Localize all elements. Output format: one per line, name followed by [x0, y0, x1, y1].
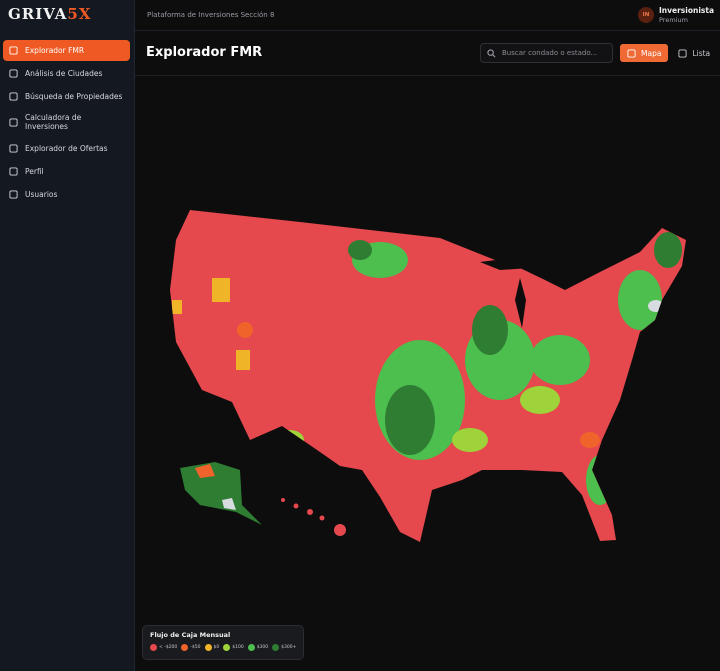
great-lakes: [480, 258, 530, 328]
icon: [9, 190, 18, 199]
legend-label: -$50: [190, 645, 201, 650]
legend-item: $300+: [272, 644, 296, 651]
legend-swatch: [204, 644, 212, 651]
us-map: [170, 210, 686, 542]
legend: Flujo de Caja Mensual < -$200 -$50 $0 $100 $…: [142, 625, 304, 660]
search-placeholder: Buscar condado o estado...: [502, 49, 598, 57]
icon: [9, 167, 18, 176]
nav-label: Usuarios: [25, 189, 58, 199]
topbar: Plataforma de Inversiones Sección 8 IN I…: [135, 0, 720, 31]
nav-item[interactable]: Calculadora de Inversiones: [3, 109, 130, 136]
nav-item[interactable]: Explorador de Ofertas: [3, 138, 130, 159]
icon: [9, 46, 18, 55]
search-icon: [487, 48, 496, 57]
user-name: Inversionista: [659, 6, 715, 15]
nav-item[interactable]: Perfil: [3, 161, 130, 182]
nav-label: Búsqueda de Propiedades: [25, 91, 123, 101]
page-header: Explorador FMR Buscar condado o estado..…: [135, 31, 720, 76]
icon: [9, 118, 18, 127]
legend-item: $100: [223, 644, 244, 651]
logo-accent: 5X: [67, 5, 92, 23]
legend-label: $300+: [281, 645, 297, 650]
legend-swatch: [150, 644, 157, 651]
nav-label: Análisis de Ciudades: [25, 68, 103, 78]
logo-text: GRIVA: [8, 5, 68, 23]
legend-label: $300: [256, 645, 269, 650]
view-toggle: Mapa Lista: [620, 44, 717, 62]
legend-items: < -$200 -$50 $0 $100 $300 $300+: [150, 644, 296, 651]
contiguous-us: [170, 210, 686, 542]
nav-item[interactable]: Explorador FMR: [3, 40, 130, 61]
nav-item[interactable]: Búsqueda de Propiedades: [3, 86, 130, 107]
icon: [9, 69, 18, 78]
icon: [627, 48, 636, 58]
page-title: Explorador FMR: [146, 45, 263, 60]
hawaii: [281, 498, 346, 536]
nav-label: Perfil: [25, 166, 44, 176]
icon: [9, 144, 18, 153]
legend-label: $100: [232, 645, 244, 650]
nav-label: Calculadora de Inversiones: [25, 113, 82, 132]
view-label: Lista: [692, 48, 711, 58]
legend-label: < -$200: [159, 645, 178, 650]
nav-label: Explorador FMR: [25, 45, 85, 55]
legend-title: Flujo de Caja Mensual: [150, 631, 231, 639]
legend-item: $300: [247, 644, 269, 651]
icon: [678, 48, 687, 58]
sidebar: GRIVA5X Explorador FMR Análisis de Ciudad…: [0, 0, 135, 671]
legend-item: -$50: [181, 644, 201, 651]
legend-swatch: [223, 644, 231, 651]
legend-swatch: [247, 644, 255, 651]
nav-item[interactable]: Usuarios: [3, 184, 130, 205]
legend-label: $0: [213, 645, 220, 650]
logo[interactable]: GRIVA5X: [8, 5, 91, 23]
legend-item: < -$200: [150, 644, 177, 651]
avatar[interactable]: IN: [638, 7, 654, 23]
breadcrumb: Plataforma de Inversiones Sección 8: [147, 11, 275, 19]
nav-label: Explorador de Ofertas: [25, 143, 108, 153]
legend-swatch: [272, 644, 280, 651]
view-label: Mapa: [641, 48, 662, 58]
alaska: [180, 462, 262, 525]
legend-swatch: [181, 644, 189, 651]
legend-item: $0: [204, 644, 220, 651]
search-box[interactable]: Buscar condado o estado...: [480, 43, 613, 63]
user-role: Premium: [659, 16, 688, 24]
nav-item[interactable]: Análisis de Ciudades: [3, 63, 130, 84]
icon: [9, 92, 18, 101]
view-button[interactable]: Mapa: [620, 44, 669, 62]
view-button[interactable]: Lista: [671, 44, 717, 62]
nav: Explorador FMR Análisis de Ciudades Búsque…: [3, 40, 130, 207]
